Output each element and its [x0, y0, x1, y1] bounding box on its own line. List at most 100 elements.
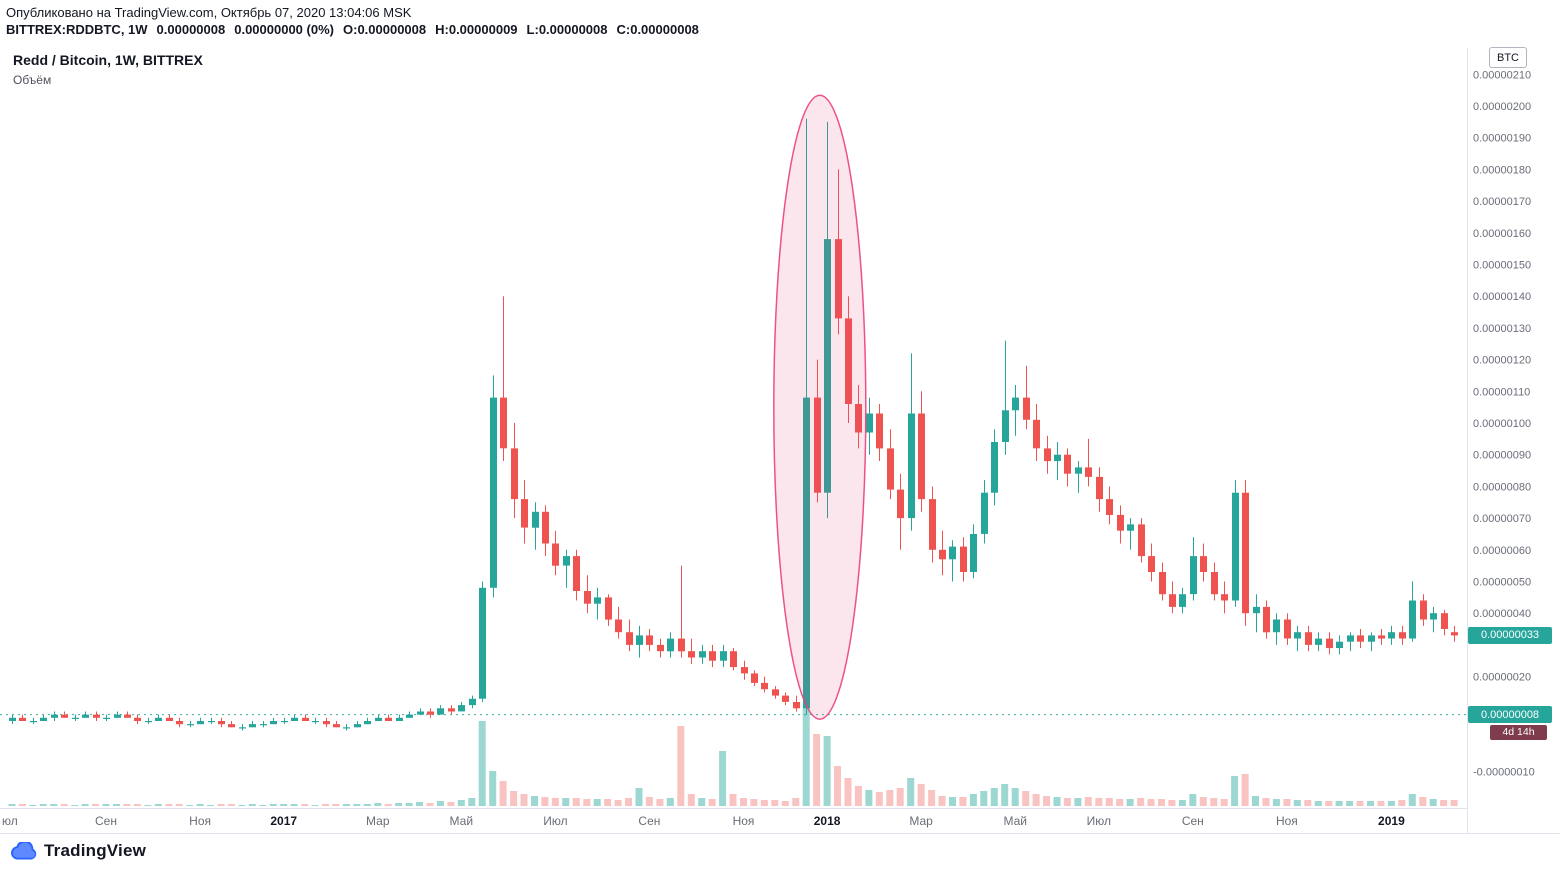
volume-bar	[834, 766, 841, 806]
volume-bar	[677, 726, 685, 806]
candle-body	[970, 534, 977, 572]
candle-body	[40, 717, 47, 721]
tradingview-footer[interactable]: TradingView	[10, 841, 146, 861]
volume-bar	[854, 786, 862, 806]
candle-body	[782, 695, 789, 702]
volume-bar	[1241, 774, 1249, 806]
candle-body	[1033, 419, 1040, 449]
candle-body	[1451, 632, 1458, 636]
volume-bar	[186, 805, 194, 806]
bar-countdown-badge: 4d 14h	[1490, 724, 1547, 740]
candle-body	[1378, 635, 1385, 639]
volume-bar	[1126, 799, 1134, 806]
candle-body	[155, 717, 162, 721]
candle-body	[845, 318, 852, 404]
candle-body	[1054, 454, 1061, 461]
candle-body	[521, 499, 528, 528]
volume-bar	[322, 804, 329, 806]
volume-bar	[29, 805, 37, 806]
candle-body	[500, 397, 507, 449]
candle-body	[542, 511, 549, 544]
candle-body	[835, 239, 842, 319]
candle-body	[249, 724, 256, 728]
volume-bar	[92, 804, 100, 806]
volume-bar	[395, 803, 403, 806]
candle-body	[761, 682, 768, 690]
high-value: 0.00000009	[448, 22, 518, 37]
candle-body	[949, 546, 956, 560]
volume-study-label: Объём	[13, 73, 52, 87]
volume-bar	[1450, 800, 1458, 806]
chart-legend: Redd / Bitcoin, 1W, BITTREX Объём	[13, 52, 203, 87]
volume-bar	[1252, 796, 1259, 806]
candle-body	[1315, 638, 1322, 645]
volume-bar	[896, 788, 904, 806]
candle-body	[1211, 572, 1218, 595]
price-tick-label: 0.00000060	[1473, 545, 1531, 557]
candle-body	[343, 727, 350, 729]
price-tick-label: 0.00000190	[1473, 133, 1531, 145]
candle-body	[678, 638, 685, 652]
price-tick-label: 0.00000120	[1473, 355, 1531, 367]
volume-bar	[1210, 798, 1218, 806]
candle-body	[448, 708, 455, 712]
volume-bar	[1429, 799, 1437, 806]
volume-bar	[813, 734, 821, 806]
candle-body	[1242, 492, 1249, 614]
volume-bar	[593, 799, 601, 806]
volume-bar	[928, 790, 936, 806]
time-axis-label: Мар	[909, 814, 933, 828]
volume-bar	[8, 804, 16, 806]
volume-bar	[562, 798, 570, 806]
price-tick-label: 0.00000210	[1473, 69, 1531, 81]
candle-body	[1138, 524, 1145, 557]
candle-body	[260, 724, 267, 726]
candle-body	[333, 724, 340, 728]
candle-body	[51, 714, 58, 718]
currency-toggle-button[interactable]: BTC	[1489, 47, 1527, 68]
volume-bar	[227, 804, 235, 806]
candle-body	[1179, 594, 1186, 607]
candle-body	[1221, 594, 1228, 601]
time-axis[interactable]	[0, 808, 1467, 833]
volume-bar	[39, 804, 47, 806]
candle-body	[772, 689, 779, 696]
candle-body	[1085, 467, 1092, 477]
volume-bar	[1314, 801, 1322, 806]
candle-body	[876, 413, 883, 449]
candle-body	[636, 635, 643, 645]
volume-bar	[1262, 798, 1270, 806]
volume-bar	[1325, 801, 1333, 806]
candle-body	[1336, 641, 1343, 648]
volume-bar	[656, 799, 664, 806]
time-axis-label: Ноя	[733, 814, 755, 828]
volume-bar	[1440, 800, 1448, 806]
volume-bar	[719, 751, 727, 806]
candle-body	[406, 714, 413, 718]
price-tick-label: 0.00000070	[1473, 513, 1531, 525]
volume-bar	[823, 736, 831, 806]
candle-body	[281, 721, 288, 723]
volume-bar	[541, 797, 549, 806]
volume-bar	[311, 805, 319, 806]
volume-bar	[217, 804, 225, 806]
volume-bar	[760, 800, 768, 806]
volume-bar	[1272, 799, 1280, 806]
candle-body	[1326, 638, 1333, 649]
volume-bar	[1346, 801, 1354, 806]
price-tick-label: 0.00000110	[1473, 386, 1530, 398]
candle-body	[741, 667, 748, 674]
candle-body	[855, 404, 862, 433]
price-tick-label: 0.00000100	[1473, 418, 1531, 430]
ohlc-high: H: 0.00000009	[435, 22, 517, 37]
volume-bar	[154, 804, 162, 806]
candle-body	[1064, 454, 1071, 474]
volume-bar	[1158, 799, 1165, 806]
volume-bar	[113, 804, 120, 806]
candle-body	[615, 619, 622, 633]
candle-body	[594, 597, 601, 604]
candle-body	[1148, 556, 1155, 572]
candle-body	[1023, 397, 1030, 420]
volume-bar	[1168, 800, 1176, 806]
